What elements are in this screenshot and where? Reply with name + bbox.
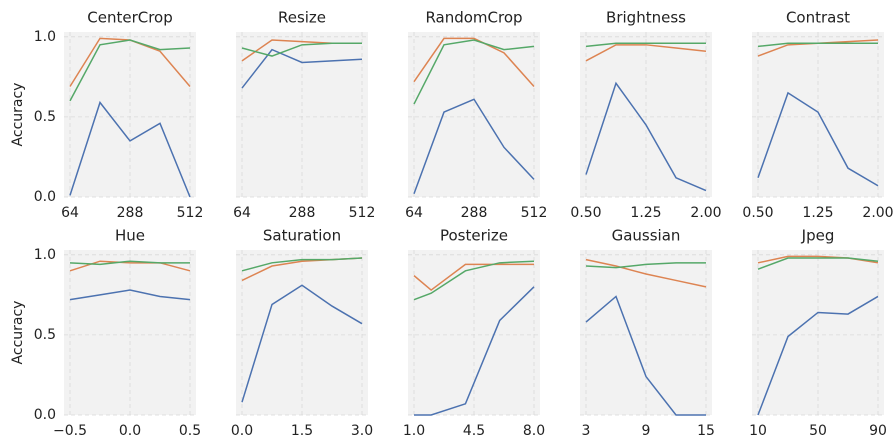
x-tick-label: 1.0 — [403, 423, 425, 439]
x-tick-label: 4.5 — [463, 423, 485, 439]
x-tick-label: 2.00 — [862, 205, 893, 221]
series-line — [757, 257, 879, 270]
y-tick-label: 0.5 — [34, 109, 56, 125]
subplot-title: Hue — [115, 227, 145, 245]
x-tick-label: 15 — [697, 423, 715, 439]
series-line — [413, 98, 535, 195]
series-line — [69, 260, 190, 266]
x-tick-label: 0.0 — [119, 423, 141, 439]
series-line — [413, 37, 535, 87]
y-tick-label: 0.5 — [34, 327, 56, 343]
series-line — [585, 262, 706, 269]
x-tick-label: 0.50 — [570, 205, 601, 221]
x-tick-label: 512 — [521, 205, 548, 221]
plot-background — [580, 250, 712, 415]
x-tick-label: 1.5 — [291, 423, 313, 439]
x-tick-label: 64 — [61, 205, 79, 221]
series-line — [585, 44, 707, 62]
series-line — [585, 258, 707, 288]
series-line — [241, 42, 362, 57]
x-tick-label: 0.5 — [179, 423, 201, 439]
series-line — [241, 48, 363, 89]
x-tick-label: 8.0 — [523, 423, 545, 439]
x-tick-label: 9 — [642, 423, 651, 439]
x-tick-label: 288 — [289, 205, 316, 221]
series-line — [414, 286, 535, 416]
series-line — [413, 39, 535, 105]
x-tick-label: 3.0 — [351, 423, 373, 439]
y-axis-label: Accuracy — [10, 83, 26, 147]
plot-background — [64, 250, 196, 415]
series-line — [413, 260, 535, 301]
subplot-title: Posterize — [440, 227, 508, 245]
plot-background — [580, 32, 712, 197]
x-tick-label: 1.25 — [630, 205, 661, 221]
plot-background — [752, 250, 884, 415]
x-tick-label: 288 — [117, 205, 144, 221]
x-tick-label: 50 — [809, 423, 827, 439]
x-tick-label: 0.0 — [231, 423, 253, 439]
series-line — [69, 100, 191, 198]
series-line — [585, 295, 706, 416]
series-line — [585, 42, 706, 48]
plot-background — [236, 250, 368, 415]
plot-background — [752, 32, 884, 197]
subplot-title: CenterCrop — [87, 9, 173, 27]
x-tick-label: 10 — [749, 423, 767, 439]
subplot-title: Saturation — [263, 227, 341, 245]
x-tick-label: 512 — [177, 205, 204, 221]
x-tick-label: 512 — [349, 205, 376, 221]
series-line — [757, 42, 878, 48]
x-tick-label: 3 — [582, 423, 591, 439]
y-tick-label: 1.0 — [34, 29, 56, 45]
x-tick-label: 64 — [405, 205, 423, 221]
subplot-title: Brightness — [606, 9, 686, 27]
y-axis-label: Accuracy — [10, 301, 26, 365]
y-tick-label: 0.0 — [34, 407, 56, 423]
series-line — [69, 39, 191, 102]
series-line — [241, 284, 363, 403]
y-tick-label: 1.0 — [34, 247, 56, 263]
x-tick-label: 64 — [233, 205, 251, 221]
x-tick-label: 1.25 — [802, 205, 833, 221]
series-line — [69, 289, 191, 301]
series-line — [757, 91, 879, 187]
subplot-title: Jpeg — [801, 227, 835, 245]
subplot-title: Resize — [278, 9, 326, 27]
y-tick-label: 0.0 — [34, 189, 56, 205]
series-line — [413, 263, 534, 292]
x-tick-label: 90 — [869, 423, 887, 439]
x-tick-label: 288 — [461, 205, 488, 221]
x-tick-label: 2.00 — [690, 205, 721, 221]
series-line — [241, 257, 363, 272]
series-line — [757, 295, 879, 416]
plot-background — [408, 250, 540, 415]
series-line — [585, 81, 707, 192]
subplot-title: Gaussian — [612, 227, 681, 245]
subplot-title: Contrast — [786, 9, 850, 27]
x-tick-label: 0.50 — [742, 205, 773, 221]
x-tick-label: −0.5 — [53, 423, 87, 439]
subplot-title: RandomCrop — [425, 9, 522, 27]
